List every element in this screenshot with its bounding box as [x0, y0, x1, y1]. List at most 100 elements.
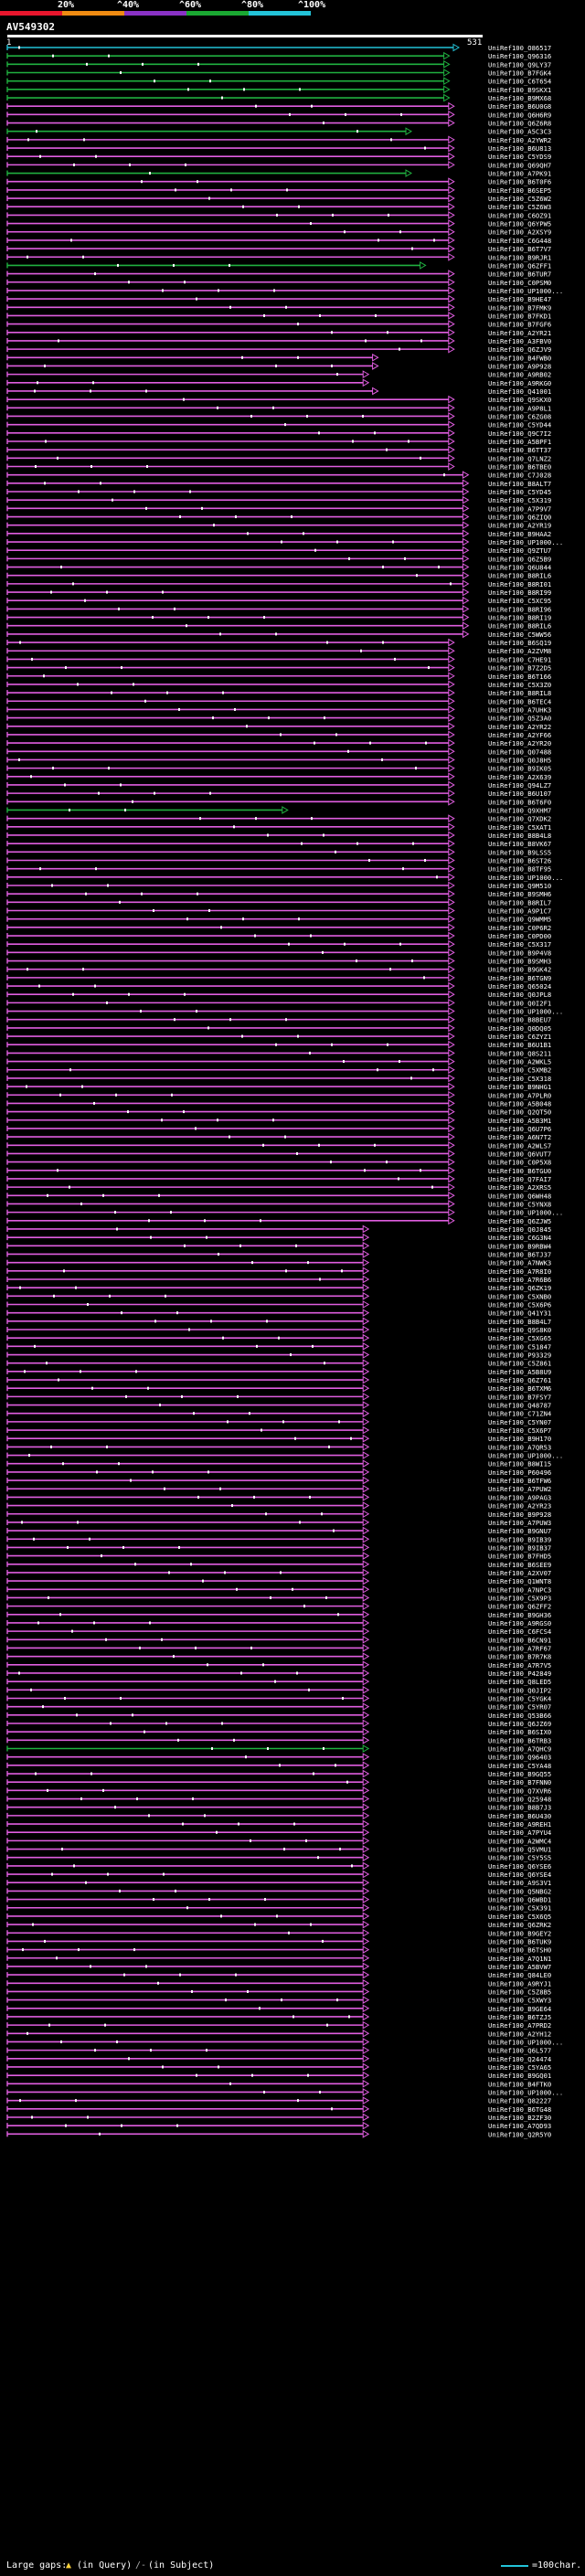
hit-id-link[interactable]: UniRef100_A9PAG3: [488, 1493, 551, 1501]
hit-id-link[interactable]: UniRef100_B9P4V8: [488, 949, 551, 957]
hit-id-link[interactable]: UniRef100_Q9XHM7: [488, 806, 551, 814]
hit-id-link[interactable]: UniRef100_A2YR20: [488, 739, 551, 747]
hit-id-link[interactable]: UniRef100_B6TT37: [488, 446, 551, 454]
hit-id-link[interactable]: UniRef100_A5B3M1: [488, 1117, 551, 1125]
hit-id-link[interactable]: UniRef100_A5B8U9: [488, 1368, 551, 1376]
hit-id-link[interactable]: UniRef100_B6TXM6: [488, 1384, 551, 1393]
hit-id-link[interactable]: UniRef100_C6ZYZ1: [488, 1033, 551, 1041]
hit-id-link[interactable]: UniRef100_B6TGU0: [488, 1167, 551, 1175]
hit-id-link[interactable]: UniRef100_B9SMH6: [488, 890, 551, 898]
hit-id-link[interactable]: UniRef100_A7R6B6: [488, 1276, 551, 1284]
hit-id-link[interactable]: UniRef100_C5XNB0: [488, 1292, 551, 1300]
hit-id-link[interactable]: UniRef100_Q6ZK19: [488, 1284, 551, 1292]
hit-id-link[interactable]: UniRef100_B7Z2D5: [488, 664, 551, 673]
hit-id-link[interactable]: UniRef100_B4FWB0: [488, 354, 551, 362]
hit-id-link[interactable]: UniRef100_B6TRB3: [488, 1736, 551, 1744]
hit-id-link[interactable]: UniRef100_B8B7J3: [488, 1804, 551, 1812]
hit-id-link[interactable]: UniRef100_A7PK91: [488, 170, 551, 178]
hit-id-link[interactable]: UniRef100_A7PLR0: [488, 1091, 551, 1099]
hit-id-link[interactable]: UniRef100_B9P928: [488, 1511, 551, 1519]
hit-id-link[interactable]: UniRef100_B6TUK9: [488, 1937, 551, 1945]
hit-id-link[interactable]: UniRef100_UP1000...: [488, 538, 563, 546]
hit-id-link[interactable]: UniRef100_UP1000...: [488, 1008, 563, 1016]
hit-id-link[interactable]: UniRef100_C5YDS9: [488, 153, 551, 161]
hit-id-link[interactable]: UniRef100_A2WKL5: [488, 1058, 551, 1066]
hit-id-link[interactable]: UniRef100_Q7XDK2: [488, 815, 551, 823]
hit-id-link[interactable]: UniRef100_A7QR53: [488, 1443, 551, 1451]
hit-id-link[interactable]: UniRef100_C5XMB2: [488, 1066, 551, 1075]
hit-id-link[interactable]: UniRef100_C5X318: [488, 1075, 551, 1083]
hit-id-link[interactable]: UniRef100_A7QD93: [488, 2122, 551, 2130]
hit-id-link[interactable]: UniRef100_Q0JIP2: [488, 1686, 551, 1694]
hit-id-link[interactable]: UniRef100_B9SMH3: [488, 958, 551, 966]
hit-id-link[interactable]: UniRef100_Q6YSE4: [488, 1871, 551, 1879]
hit-id-link[interactable]: UniRef100_B4FTK0: [488, 2080, 551, 2088]
hit-id-link[interactable]: UniRef100_C5X6P6: [488, 1301, 551, 1309]
hit-id-link[interactable]: UniRef100_A9RB02: [488, 371, 551, 379]
hit-id-link[interactable]: UniRef100_B6TBE0: [488, 463, 551, 472]
hit-id-link[interactable]: UniRef100_A7PRD2: [488, 2021, 551, 2030]
hit-id-link[interactable]: UniRef100_C5XG65: [488, 1334, 551, 1342]
hit-id-link[interactable]: UniRef100_Q9S8K0: [488, 1326, 551, 1334]
hit-id-link[interactable]: UniRef100_Q9M510: [488, 882, 551, 890]
hit-id-link[interactable]: UniRef100_C0PSM0: [488, 279, 551, 287]
hit-id-link[interactable]: UniRef100_A5BPF1: [488, 438, 551, 446]
hit-id-link[interactable]: UniRef100_B6TJ37: [488, 1250, 551, 1258]
hit-id-link[interactable]: UniRef100_C0P6R2: [488, 924, 551, 932]
hit-id-link[interactable]: UniRef100_Q6ZIQ0: [488, 514, 551, 522]
hit-id-link[interactable]: UniRef100_UP1000...: [488, 1209, 563, 1217]
hit-id-link[interactable]: UniRef100_O86517: [488, 44, 551, 52]
hit-id-link[interactable]: UniRef100_Q41001: [488, 387, 551, 396]
hit-id-link[interactable]: UniRef100_B9LSS5: [488, 848, 551, 856]
hit-id-link[interactable]: UniRef100_Q8S211: [488, 1049, 551, 1057]
hit-id-link[interactable]: UniRef100_C6FCS4: [488, 1627, 551, 1636]
hit-id-link[interactable]: UniRef100_A7PUW3: [488, 1519, 551, 1527]
hit-id-link[interactable]: UniRef100_Q07488: [488, 747, 551, 756]
hit-id-link[interactable]: UniRef100_Q0JPL8: [488, 991, 551, 999]
hit-id-link[interactable]: UniRef100_C5YN07: [488, 1418, 551, 1426]
hit-id-link[interactable]: UniRef100_Q9WMM5: [488, 916, 551, 924]
hit-id-link[interactable]: UniRef100_B9HAA2: [488, 530, 551, 538]
hit-id-link[interactable]: UniRef100_Q6ZFF1: [488, 261, 551, 270]
hit-id-link[interactable]: UniRef100_B6U430: [488, 1812, 551, 1820]
hit-id-link[interactable]: UniRef100_C5X391: [488, 1904, 551, 1913]
hit-id-link[interactable]: UniRef100_C5Y5S5: [488, 1854, 551, 1862]
hit-id-link[interactable]: UniRef100_Q24474: [488, 2055, 551, 2063]
hit-id-link[interactable]: UniRef100_C71ZN4: [488, 1410, 551, 1418]
hit-id-link[interactable]: UniRef100_B6U1B1: [488, 1041, 551, 1049]
hit-id-link[interactable]: UniRef100_A7PYU4: [488, 1829, 551, 1837]
hit-id-link[interactable]: UniRef100_Q82227: [488, 2097, 551, 2105]
hit-id-link[interactable]: UniRef100_A2X639: [488, 773, 551, 781]
hit-id-link[interactable]: UniRef100_B6TG48: [488, 2105, 551, 2114]
hit-id-link[interactable]: UniRef100_B9RBW4: [488, 1242, 551, 1250]
hit-id-link[interactable]: UniRef100_UP1000...: [488, 1452, 563, 1460]
hit-id-link[interactable]: UniRef100_A2YR21: [488, 329, 551, 337]
hit-id-link[interactable]: UniRef100_C5Z861: [488, 1360, 551, 1368]
hit-id-link[interactable]: UniRef100_C5WW56: [488, 631, 551, 639]
hit-id-link[interactable]: UniRef100_B7FGK4: [488, 69, 551, 78]
hit-id-link[interactable]: UniRef100_B8RIL6: [488, 572, 551, 580]
hit-id-link[interactable]: UniRef100_C5X6P7: [488, 1426, 551, 1435]
hit-id-link[interactable]: UniRef100_B8RI19: [488, 614, 551, 622]
hit-id-link[interactable]: UniRef100_C5YR07: [488, 1703, 551, 1712]
hit-id-link[interactable]: UniRef100_B9GE64: [488, 2005, 551, 2013]
hit-id-link[interactable]: UniRef100_B9GNU7: [488, 1527, 551, 1535]
hit-id-link[interactable]: UniRef100_Q7LNZ2: [488, 454, 551, 462]
hit-id-link[interactable]: UniRef100_Q6H6R9: [488, 111, 551, 119]
hit-id-link[interactable]: UniRef100_A9S3V1: [488, 1879, 551, 1887]
hit-id-link[interactable]: UniRef100_A7UHK3: [488, 705, 551, 714]
hit-id-link[interactable]: UniRef100_C0P5X8: [488, 1159, 551, 1167]
hit-id-link[interactable]: UniRef100_C7J028: [488, 472, 551, 480]
hit-id-link[interactable]: UniRef100_Q6ZFF2: [488, 1603, 551, 1611]
hit-id-link[interactable]: UniRef100_A2YH12: [488, 2030, 551, 2038]
hit-id-link[interactable]: UniRef100_Q6WH48: [488, 1192, 551, 1200]
hit-id-link[interactable]: UniRef100_B7FKD1: [488, 312, 551, 320]
hit-id-link[interactable]: UniRef100_A6N7T2: [488, 1133, 551, 1141]
hit-id-link[interactable]: UniRef100_A2YWR2: [488, 136, 551, 144]
hit-id-link[interactable]: UniRef100_B8BEU7: [488, 1016, 551, 1024]
hit-id-link[interactable]: UniRef100_C5X317: [488, 940, 551, 949]
hit-id-link[interactable]: UniRef100_B6U107: [488, 790, 551, 798]
hit-id-link[interactable]: UniRef100_A2YF66: [488, 731, 551, 739]
hit-id-link[interactable]: UniRef100_A2YR19: [488, 522, 551, 530]
hit-id-link[interactable]: UniRef100_B9GH36: [488, 1611, 551, 1619]
